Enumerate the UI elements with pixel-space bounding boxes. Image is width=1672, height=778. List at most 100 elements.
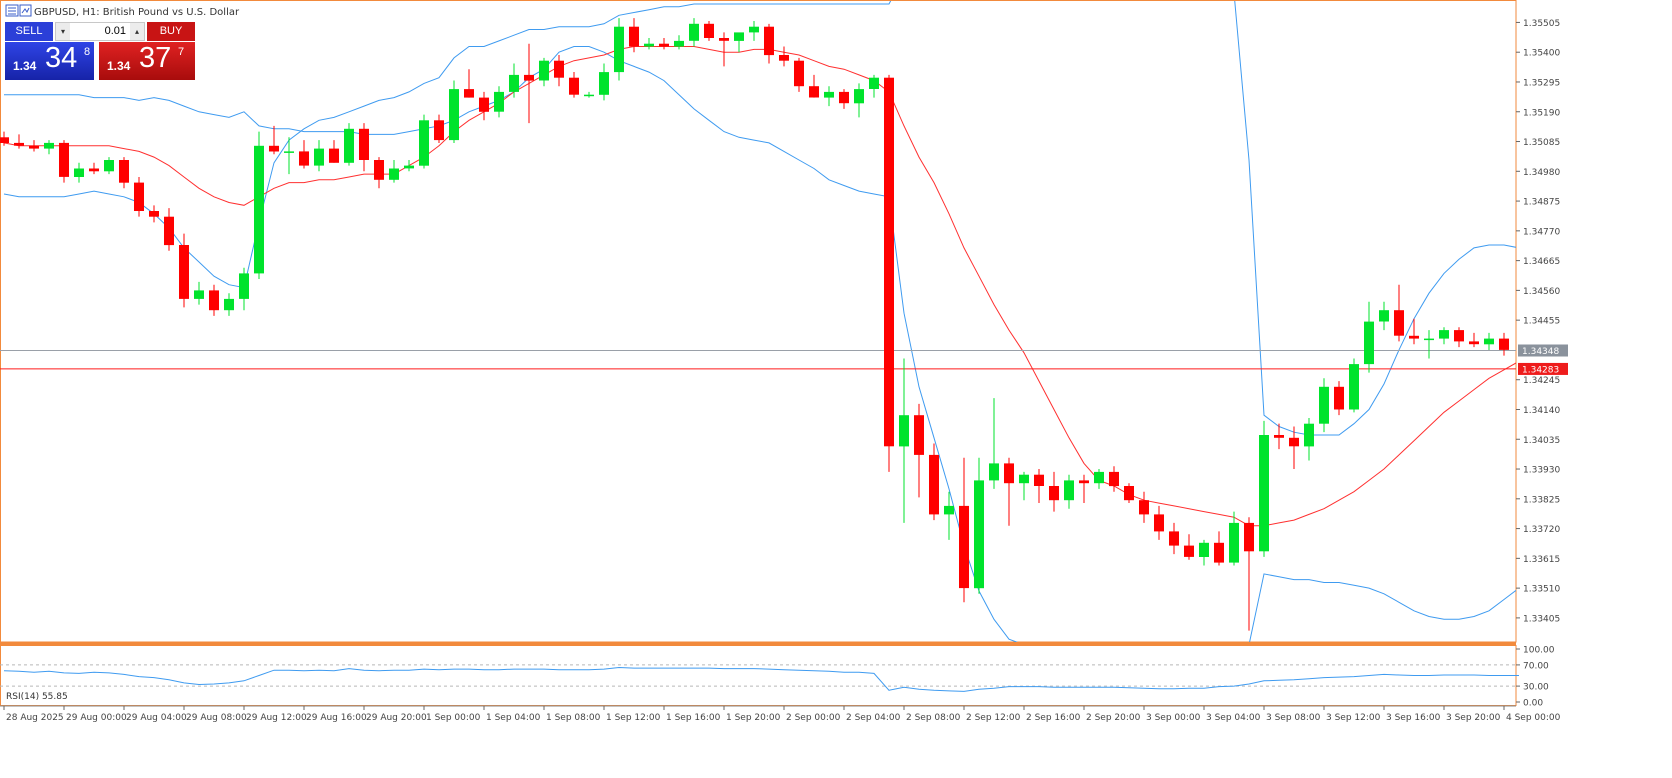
- candle-body: [1109, 471, 1119, 487]
- candle-body: [839, 91, 849, 104]
- time-tick-label: 2 Sep 16:00: [1026, 713, 1081, 723]
- one-click-trading-panel: SELL ▾ 0.01 ▴ BUY 1.34 34 8 1.34 37 7: [5, 22, 195, 80]
- candle-body: [914, 415, 924, 455]
- candle-body: [164, 216, 174, 246]
- rsi-tick-label: 30.00: [1523, 683, 1549, 693]
- rsi-tick-label: 0.00: [1523, 699, 1543, 709]
- candle-body: [539, 60, 549, 81]
- price-tick-label: 1.34665: [1523, 257, 1560, 267]
- time-tick-label: 29 Aug 16:00: [306, 713, 367, 723]
- candle-body: [1259, 435, 1269, 552]
- candle-body: [1079, 480, 1089, 484]
- time-tick-label: 3 Sep 16:00: [1386, 713, 1441, 723]
- candle-body: [629, 26, 639, 47]
- candle-body: [674, 40, 684, 47]
- candle-body: [899, 415, 909, 447]
- sell-price-fraction: 8: [84, 46, 91, 58]
- candle-body: [239, 273, 249, 299]
- candle-body: [254, 145, 264, 274]
- time-tick-label: 3 Sep 04:00: [1206, 713, 1261, 723]
- buy-price-fraction: 7: [178, 46, 185, 58]
- candle-body: [314, 148, 324, 166]
- price-tick-label: 1.33825: [1523, 495, 1560, 505]
- time-tick-label: 2 Sep 04:00: [846, 713, 901, 723]
- candle-body: [1424, 338, 1434, 341]
- sell-price-pips: 34: [45, 42, 78, 74]
- candle-body: [1124, 486, 1134, 501]
- candle-body: [554, 60, 564, 78]
- symbol-chart-icon[interactable]: [19, 4, 32, 17]
- chart-menu-icon[interactable]: [5, 4, 19, 17]
- price-tick-label: 1.35085: [1523, 138, 1560, 148]
- candle-body: [524, 74, 534, 81]
- candle-body: [1214, 542, 1224, 563]
- candle-body: [644, 43, 654, 47]
- candle-body: [614, 26, 624, 73]
- ask-price-label-box: [1518, 362, 1568, 375]
- buy-price-pips: 37: [139, 42, 172, 74]
- price-tick-label: 1.34140: [1523, 406, 1560, 416]
- candle-body: [1334, 386, 1344, 410]
- indicator-lines: [3, 1, 1516, 642]
- rsi-line: [3, 666, 1519, 692]
- sell-button[interactable]: SELL: [5, 22, 53, 41]
- rsi-frame: [0, 645, 1517, 706]
- candle-body: [794, 60, 804, 87]
- candle-body: [1274, 435, 1284, 438]
- candle-body: [1229, 522, 1239, 563]
- price-tick-label: 1.35190: [1523, 108, 1560, 118]
- candle-body: [1004, 463, 1014, 484]
- bid-price-label: 1.34348: [1522, 347, 1559, 357]
- candle-body: [449, 89, 459, 141]
- price-tick-label: 1.33510: [1523, 585, 1560, 595]
- price-tick-label: 1.34035: [1523, 436, 1560, 446]
- candle-body: [209, 290, 219, 311]
- candle-body: [1184, 545, 1194, 557]
- price-tick-label: 1.35400: [1523, 49, 1560, 59]
- candle-body: [734, 32, 744, 41]
- candle-body: [464, 89, 474, 98]
- candle-body: [509, 74, 519, 92]
- candle-body: [764, 26, 774, 56]
- price-tick-label: 1.34875: [1523, 198, 1560, 208]
- buy-price-button[interactable]: 1.34 37 7: [99, 42, 195, 80]
- candle-body: [704, 23, 714, 38]
- time-tick-label: 1 Sep 20:00: [726, 713, 781, 723]
- candle-body: [269, 145, 279, 152]
- candle-body: [1034, 474, 1044, 486]
- candle-body: [434, 120, 444, 141]
- time-axis: 28 Aug 2025 29 Aug 00:00 29 Aug 04:00 29 Au…: [0, 705, 1561, 723]
- candle-body: [569, 77, 579, 95]
- price-tick-label: 1.34770: [1523, 227, 1560, 237]
- rsi-tick-label: 100.00: [1523, 646, 1555, 656]
- price-tick-label: 1.34560: [1523, 287, 1560, 297]
- sell-price-button[interactable]: 1.34 34 8: [5, 42, 94, 80]
- time-tick-label: 1 Sep 16:00: [666, 713, 721, 723]
- price-tick-label: 1.33615: [1523, 555, 1560, 565]
- candle-body: [1499, 338, 1509, 350]
- candle-body: [1484, 338, 1494, 345]
- buy-button[interactable]: BUY: [147, 22, 195, 41]
- candle-body: [989, 463, 999, 481]
- candle-body: [89, 168, 99, 172]
- lot-increase-icon[interactable]: ▴: [130, 23, 144, 40]
- candle-body: [809, 86, 819, 98]
- lot-decrease-icon[interactable]: ▾: [56, 23, 70, 40]
- time-tick-label: 4 Sep 00:00: [1506, 713, 1561, 723]
- time-tick-label: 3 Sep 12:00: [1326, 713, 1381, 723]
- candle-body: [1409, 335, 1419, 339]
- price-tick-label: 1.33720: [1523, 525, 1560, 535]
- candle-body: [854, 89, 864, 104]
- price-axis: 1.35505 1.35400 1.35295 1.35190 1.35085 1.349…: [1516, 19, 1568, 624]
- candle-body: [479, 97, 489, 112]
- candle-body: [659, 43, 669, 47]
- lot-size-stepper[interactable]: ▾ 0.01 ▴: [55, 22, 145, 41]
- candle-body: [404, 165, 414, 169]
- lot-size-input[interactable]: 0.01: [104, 25, 126, 37]
- buy-price-prefix: 1.34: [107, 59, 131, 73]
- candle-body: [104, 160, 114, 172]
- candle-body: [1139, 500, 1149, 515]
- time-tick-label: 3 Sep 08:00: [1266, 713, 1321, 723]
- bid-price-label-box: [1518, 344, 1568, 357]
